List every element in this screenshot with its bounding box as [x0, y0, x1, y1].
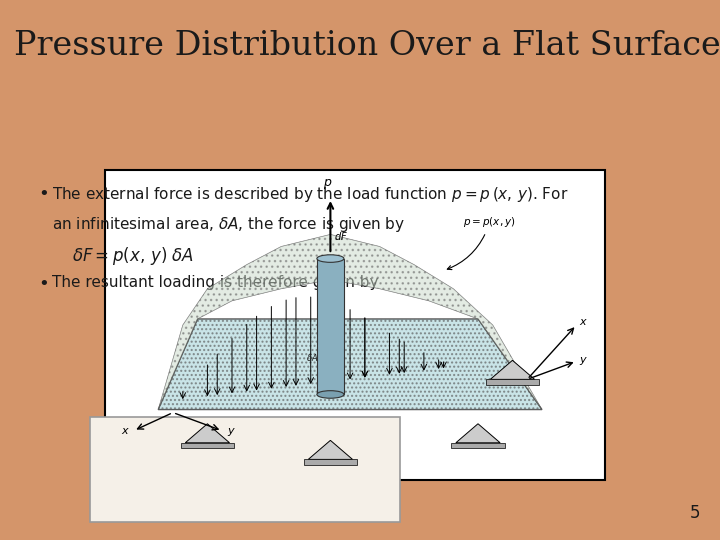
Bar — [451, 443, 505, 448]
Text: $\delta F = p(x,\,y)\;\delta A$: $\delta F = p(x,\,y)\;\delta A$ — [72, 245, 194, 267]
Text: $y$: $y$ — [579, 355, 588, 367]
Bar — [486, 380, 539, 385]
Bar — [105, 170, 605, 480]
Polygon shape — [456, 424, 500, 443]
Text: $p = p(x, y)$: $p = p(x, y)$ — [447, 215, 516, 269]
Text: $p$: $p$ — [323, 177, 333, 191]
Text: $\delta A$: $\delta A$ — [306, 352, 318, 363]
Text: •: • — [38, 185, 49, 203]
Text: The external force is described by the load function $p = p\,(x,\,y)$. For: The external force is described by the l… — [52, 185, 568, 204]
Polygon shape — [308, 440, 353, 460]
Text: $x$: $x$ — [121, 426, 130, 436]
Text: Pressure Distribution Over a Flat Surface: Pressure Distribution Over a Flat Surfac… — [14, 30, 720, 62]
Ellipse shape — [317, 255, 344, 262]
Text: 5: 5 — [690, 504, 700, 522]
Text: $y$: $y$ — [227, 426, 236, 438]
Text: The resultant loading is therefore given by: The resultant loading is therefore given… — [52, 275, 379, 290]
Polygon shape — [158, 319, 542, 409]
Polygon shape — [490, 360, 534, 380]
Text: $x$: $x$ — [579, 317, 588, 327]
Bar — [181, 443, 234, 448]
Text: an infinitesimal area, $\delta A$, the force is given by: an infinitesimal area, $\delta A$, the f… — [52, 215, 405, 234]
Text: $F_R = \int dF = \int p(x,\,y)\,dA$: $F_R = \int dF = \int p(x,\,y)\,dA$ — [138, 439, 352, 469]
Bar — [317, 259, 344, 394]
Polygon shape — [158, 234, 542, 409]
Polygon shape — [185, 424, 230, 443]
Bar — [90, 417, 400, 522]
Text: •: • — [38, 275, 49, 293]
Ellipse shape — [317, 390, 344, 398]
Bar — [304, 460, 357, 465]
Text: $A$: $A$ — [238, 494, 251, 512]
Text: $dF$: $dF$ — [334, 231, 348, 242]
